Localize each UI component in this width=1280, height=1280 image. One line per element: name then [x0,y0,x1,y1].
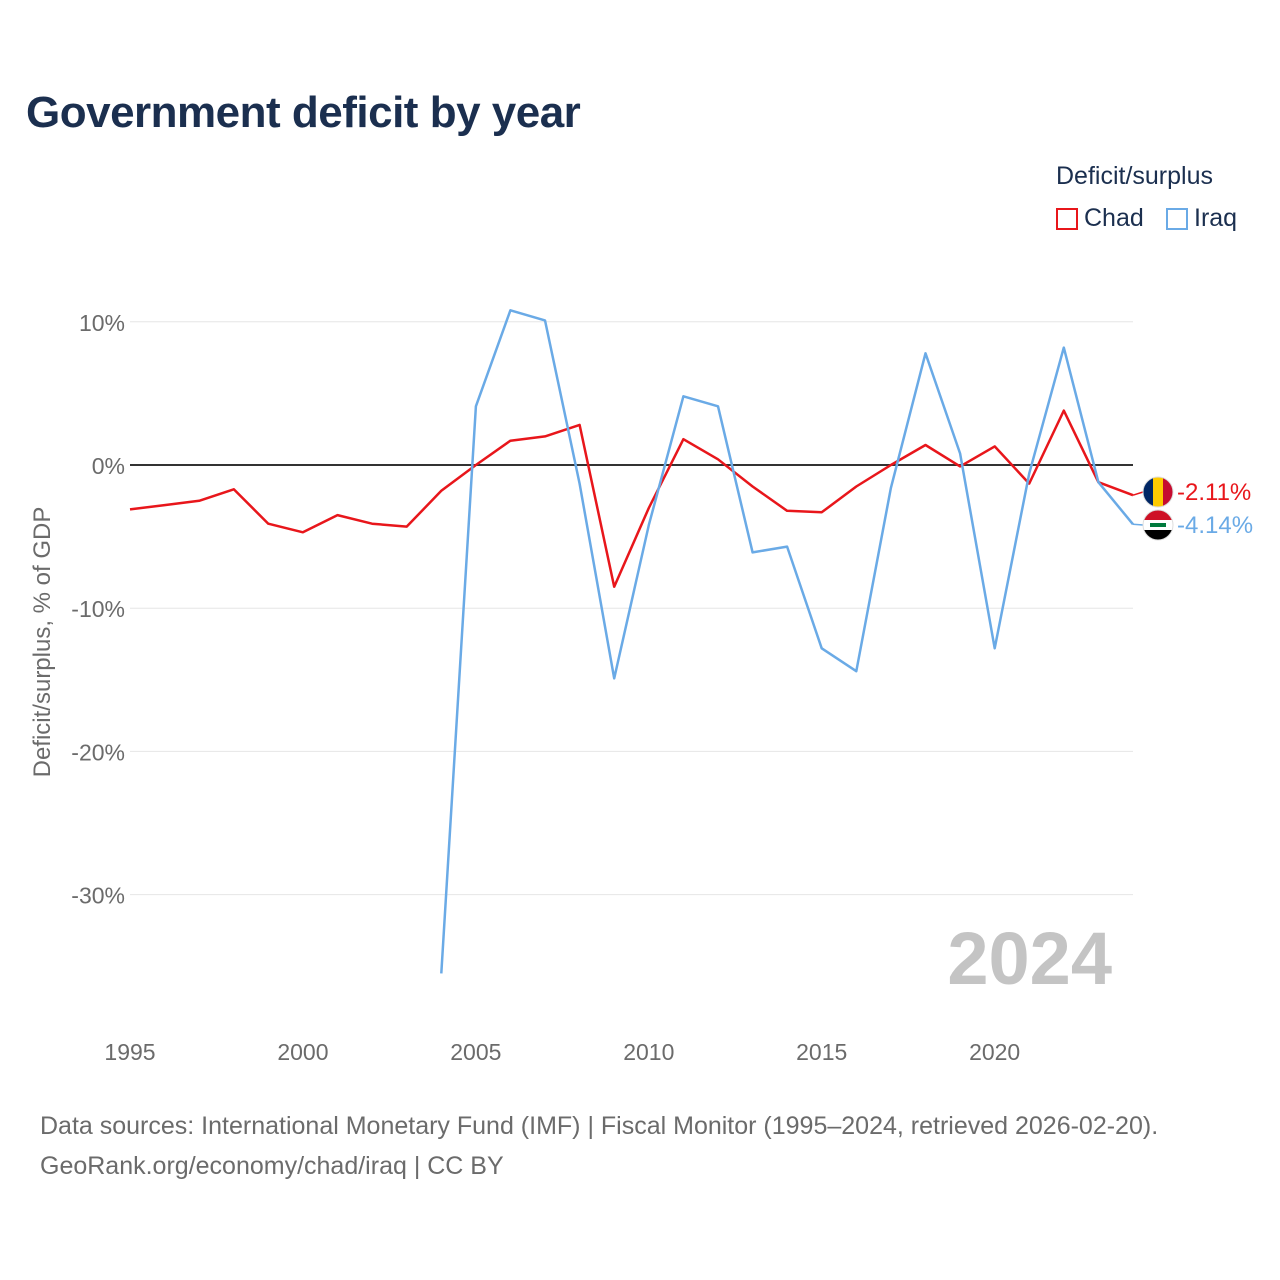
x-tick-label: 2020 [969,1039,1020,1065]
source-note: Data sources: International Monetary Fun… [40,1106,1158,1186]
end-label-chad: -2.11% [1177,479,1251,506]
data-point-iraq[interactable] [577,481,583,487]
data-point-chad[interactable] [715,456,721,462]
data-point-iraq[interactable] [611,675,617,681]
y-tick-label: -30% [71,883,125,909]
x-tick-label: 2000 [277,1039,328,1065]
data-point-chad[interactable] [507,438,513,444]
data-point-iraq[interactable] [784,544,790,550]
end-markers: -2.11% -4.14% [1132,476,1253,541]
legend-title: Deficit/surplus [1056,162,1213,190]
data-point-iraq[interactable] [750,549,756,555]
data-point-iraq[interactable] [922,350,928,356]
data-point-chad[interactable] [127,506,133,512]
x-tick-label: 1995 [104,1039,155,1065]
data-point-iraq[interactable] [853,668,859,674]
data-point-iraq[interactable] [957,451,963,457]
data-point-iraq[interactable] [819,645,825,651]
data-point-chad[interactable] [680,436,686,442]
data-point-chad[interactable] [335,512,341,518]
y-tick-label: 10% [79,310,125,336]
data-point-chad[interactable] [922,442,928,448]
data-point-chad[interactable] [404,524,410,530]
y-tick-label: -20% [71,739,125,765]
x-tick-label: 2005 [450,1039,501,1065]
y-tick-label: 0% [92,453,125,479]
legend-item-iraq[interactable]: Iraq [1166,204,1237,233]
data-point-chad[interactable] [473,462,479,468]
data-point-chad[interactable] [265,521,271,527]
data-point-chad[interactable] [888,462,894,468]
source-line-1: Data sources: International Monetary Fun… [40,1112,1159,1140]
connector-chad [1132,491,1144,496]
y-tick-label: -10% [71,596,125,622]
data-point-chad[interactable] [577,422,583,428]
source-line-2: GeoRank.org/economy/chad/iraq | CC BY [40,1152,504,1180]
gridlines [130,321,1133,896]
legend-swatch-iraq [1166,207,1188,230]
data-point-iraq[interactable] [1061,345,1067,351]
series-line-chad[interactable] [129,409,1134,588]
data-point-iraq[interactable] [680,393,686,399]
data-point-chad[interactable] [300,529,306,535]
data-point-chad[interactable] [438,488,444,494]
data-point-chad[interactable] [542,433,548,439]
data-point-chad[interactable] [369,521,375,527]
data-point-iraq[interactable] [1026,471,1032,477]
series-layer [127,307,1134,976]
data-point-iraq[interactable] [1095,479,1101,485]
legend-label-chad: Chad [1084,204,1144,232]
data-point-chad[interactable] [196,498,202,504]
legend-label-iraq: Iraq [1194,204,1238,232]
chart-title: Government deficit by year [26,88,581,137]
data-point-iraq[interactable] [646,522,652,528]
series-line-iraq[interactable] [440,309,1134,974]
data-point-iraq[interactable] [992,645,998,651]
x-tick-label: 2015 [796,1039,847,1065]
data-point-iraq[interactable] [542,317,548,323]
data-point-chad[interactable] [611,584,617,590]
data-point-chad[interactable] [1061,408,1067,414]
x-tick-label: 2010 [623,1039,674,1065]
legend-swatch-chad [1056,207,1078,230]
data-point-iraq[interactable] [715,403,721,409]
data-point-iraq[interactable] [473,403,479,409]
y-axis-ticks: 10% 0% -10% -20% -30% [71,310,125,909]
connector-iraq [1132,523,1144,526]
data-point-chad[interactable] [750,483,756,489]
legend-item-chad[interactable]: Chad [1056,204,1144,233]
data-point-chad[interactable] [162,502,168,508]
data-point-chad[interactable] [853,483,859,489]
year-watermark: 2024 [947,917,1112,1000]
data-point-iraq[interactable] [888,485,894,491]
x-axis-ticks: 1995 2000 2005 2010 2015 2020 [104,1039,1020,1065]
data-point-iraq[interactable] [438,970,444,976]
y-axis-label: Deficit/surplus, % of GDP [29,507,56,778]
data-point-chad[interactable] [819,509,825,515]
iraq-flag-icon [1142,509,1174,541]
data-point-chad[interactable] [646,505,652,511]
data-point-iraq[interactable] [507,307,513,313]
data-point-chad[interactable] [992,443,998,449]
data-point-chad[interactable] [231,486,237,492]
data-point-chad[interactable] [784,508,790,514]
end-label-iraq: -4.14% [1177,512,1253,539]
chad-flag-icon [1142,476,1174,508]
